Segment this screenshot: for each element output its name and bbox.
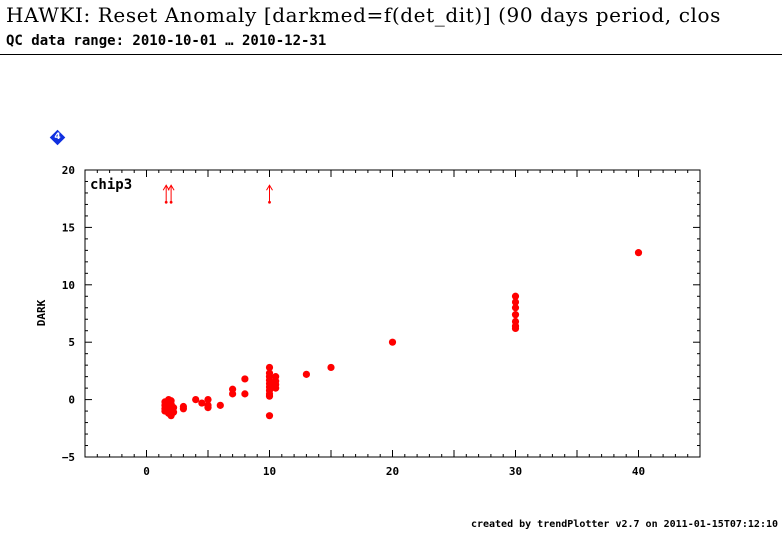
data-point: [511, 311, 520, 319]
y-tick-label: 20: [62, 164, 75, 177]
data-point: [302, 370, 310, 378]
data-point: [241, 375, 249, 383]
data-point: [169, 408, 178, 416]
data-point: [179, 405, 187, 413]
plot-frame: [84, 169, 701, 458]
x-tick-label: 0: [143, 465, 150, 478]
x-tick-label: 40: [632, 465, 645, 478]
off-scale-arrow: [266, 184, 273, 204]
data-point: [167, 397, 175, 405]
arrow-base-dot: [164, 200, 168, 204]
data-point: [229, 390, 237, 398]
arrow-head: [266, 184, 273, 191]
data-point: [511, 292, 520, 300]
y-tick-label: 0: [68, 394, 75, 407]
arrow-base-dot: [268, 200, 271, 204]
header-divider: [0, 54, 782, 55]
x-tick-label: 20: [386, 465, 399, 478]
x-tick-label: 30: [509, 465, 522, 478]
data-point: [265, 392, 274, 400]
arrow-base-dot: [169, 200, 173, 204]
off-scale-arrow: [167, 184, 175, 204]
data-point: [241, 390, 249, 398]
off-scale-arrow: [162, 184, 170, 204]
data-point: [388, 338, 397, 346]
x-tick-label: 10: [263, 465, 276, 478]
data-point: [192, 396, 200, 404]
data-point: [511, 298, 520, 306]
data-point: [511, 304, 520, 312]
data-point: [265, 412, 274, 420]
data-point: [634, 249, 643, 257]
page-title: HAWKI: Reset Anomaly [darkmed=f(det_dit)…: [6, 3, 722, 27]
y-axis-label: DARK: [35, 299, 48, 326]
arrow-head: [167, 184, 175, 191]
data-point: [327, 363, 335, 372]
qc-data-range: QC data range: 2010-10-01 … 2010-12-31: [6, 33, 327, 49]
data-point: [198, 399, 206, 407]
y-tick-label: 10: [62, 279, 75, 292]
data-point: [265, 363, 274, 372]
y-tick-label: 5: [68, 336, 75, 349]
y-tick-label: −5: [62, 451, 75, 464]
data-points-group: [161, 184, 643, 420]
data-point: [204, 404, 212, 412]
data-point: [204, 396, 212, 404]
axes-group: 0 10 20 30 40 −5 0 5 10 15 20: [62, 164, 701, 478]
footer-credit: created by trendPlotter v2.7 on 2011-01-…: [470, 519, 778, 530]
panel-label: chip3: [90, 177, 132, 193]
data-point: [272, 384, 280, 392]
data-point: [216, 401, 224, 409]
y-tick-label: 15: [62, 221, 75, 234]
arrow-head: [162, 184, 170, 191]
data-point: [511, 324, 520, 333]
